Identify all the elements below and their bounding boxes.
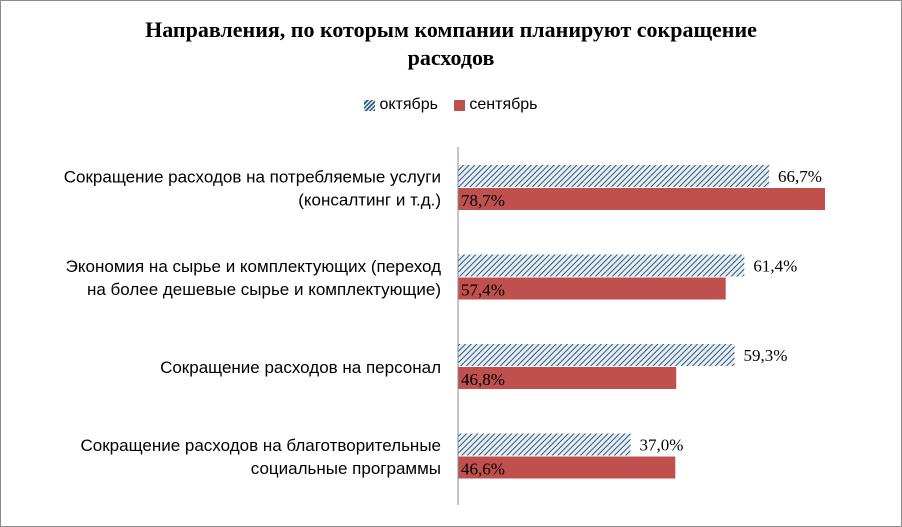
bar-october [458,165,770,187]
chart-title-line-1: Направления, по которым компании планиру… [145,17,757,42]
data-label-september: 46,8% [461,370,505,389]
category-label-line: социальные программы [251,459,441,478]
category-label-line: на более дешевые сырье и комплектующие) [87,280,441,299]
category-label-line: Экономия на сырье и комплектующих (перех… [66,257,441,276]
data-label-october: 61,4% [753,257,797,276]
legend-item-september: сентябрь [454,96,538,114]
category-label-line: Сокращение расходов на потребляемые услу… [64,168,441,187]
category-label-line: Сокращение расходов на персонал [160,358,441,377]
category-label-line: Сокращение расходов на благотворительные [81,436,442,455]
legend-label-october: октябрь [379,96,438,113]
bar-september [458,277,726,300]
legend-item-october: октябрь [364,96,438,114]
category-label: Сокращение расходов на потребляемые услу… [64,168,441,210]
category-label: Сокращение расходов на благотворительные… [81,436,442,478]
data-label-september: 78,7% [461,191,505,210]
data-label-october: 37,0% [640,436,684,455]
data-label-october: 59,3% [744,346,788,365]
bar-october [458,344,735,366]
chart-title: Направления, по которым компании планиру… [0,16,902,72]
data-label-september: 57,4% [461,281,505,300]
category-label: Экономия на сырье и комплектующих (перех… [66,257,441,299]
bar-october [458,433,631,456]
chart-legend: октябрь сентябрь [0,96,902,116]
bar-september [458,188,825,210]
chart-title-line-2: расходов [407,45,495,70]
bar-october [458,254,745,277]
bar-september [458,456,676,479]
data-label-october: 66,7% [778,167,822,186]
bar-september [458,367,677,389]
legend-label-september: сентябрь [469,96,538,113]
data-label-september: 46,6% [461,460,505,479]
legend-swatch-october [364,99,376,111]
legend-swatch-september [454,99,466,111]
category-label-line: (консалтинг и т.д.) [298,191,441,210]
category-label: Сокращение расходов на персонал [160,358,441,377]
